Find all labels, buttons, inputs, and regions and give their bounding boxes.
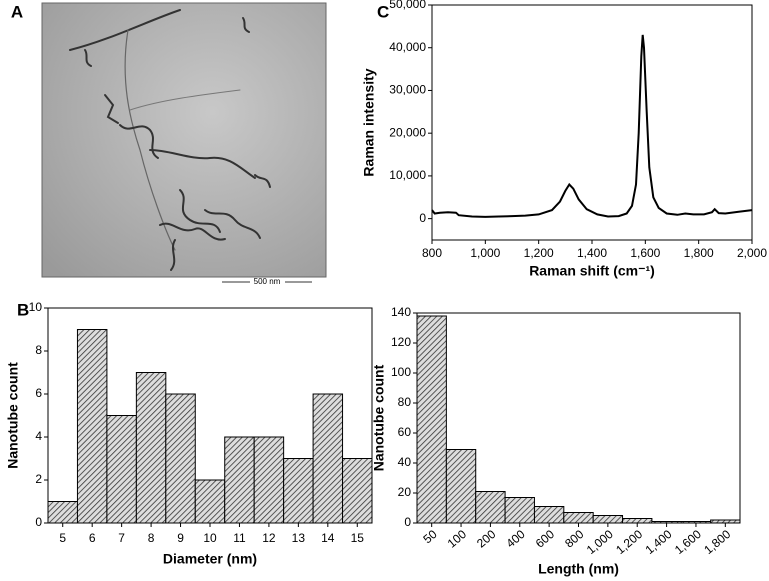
bar — [416, 315, 447, 524]
bar — [194, 479, 226, 524]
x-tick-label: 800 — [562, 527, 587, 551]
x-tick-label: 9 — [177, 531, 184, 545]
x-tick-label: 1,600 — [672, 527, 704, 557]
bar — [224, 436, 255, 524]
bar — [563, 512, 594, 524]
y-tick-label: 20 — [398, 485, 412, 499]
x-axis-label: Raman shift (cm⁻¹) — [529, 263, 655, 279]
y-tick-label: 20,000 — [389, 125, 426, 139]
x-axis-label: Length (nm) — [538, 561, 619, 577]
x-tick-label: 2,000 — [737, 246, 767, 260]
y-tick-label: 10 — [29, 300, 43, 314]
y-tick-label: 0 — [35, 515, 42, 529]
x-tick-label: 14 — [321, 531, 335, 545]
x-tick-label: 11 — [233, 531, 246, 545]
y-tick-label: 120 — [391, 335, 411, 349]
y-tick-label: 40 — [398, 455, 412, 469]
x-tick-label: 5 — [59, 531, 66, 545]
bar — [47, 501, 78, 524]
bar — [283, 458, 314, 524]
x-tick-label: 50 — [420, 527, 439, 547]
y-tick-label: 140 — [391, 305, 411, 319]
bar — [622, 518, 653, 524]
y-tick-label: 100 — [391, 365, 411, 379]
x-tick-label: 200 — [474, 527, 499, 551]
x-tick-label: 1,600 — [630, 246, 660, 260]
x-tick-label: 1,200 — [613, 527, 645, 557]
y-tick-label: 0 — [419, 211, 426, 225]
y-tick-label: 6 — [35, 386, 42, 400]
x-tick-label: 1,400 — [577, 246, 607, 260]
x-tick-label: 1,200 — [524, 246, 554, 260]
x-tick-label: 1,000 — [470, 246, 500, 260]
plot-frame — [431, 4, 753, 241]
x-tick-label: 6 — [89, 531, 96, 545]
y-tick-label: 50,000 — [389, 0, 426, 11]
x-tick-label: 7 — [118, 531, 125, 545]
x-tick-label: 1,800 — [684, 246, 714, 260]
x-tick-label: 1,000 — [584, 527, 616, 557]
y-tick-label: 30,000 — [389, 83, 426, 97]
bar — [76, 329, 108, 524]
scale-bar-label: 500 nm — [254, 277, 281, 286]
x-tick-label: 12 — [262, 531, 276, 545]
y-axis-label: Nanotube count — [371, 364, 387, 471]
x-tick-label: 8 — [148, 531, 155, 545]
x-tick-label: 10 — [203, 531, 217, 545]
panel-label: C — [377, 2, 389, 21]
bar — [680, 521, 712, 524]
bar — [312, 393, 344, 524]
bar — [135, 372, 167, 524]
bar — [504, 497, 535, 524]
x-tick-label: 800 — [422, 246, 442, 260]
bar — [651, 521, 682, 524]
y-tick-label: 2 — [35, 472, 42, 486]
bar — [445, 449, 477, 524]
bar — [165, 393, 196, 524]
x-tick-label: 600 — [533, 527, 558, 551]
x-tick-label: 15 — [351, 531, 365, 545]
panel-label: B — [17, 300, 29, 319]
y-tick-label: 8 — [35, 343, 42, 357]
y-tick-label: 40,000 — [389, 40, 426, 54]
bar — [475, 491, 506, 524]
panel-label: A — [11, 2, 23, 21]
x-tick-label: 100 — [445, 527, 470, 551]
x-tick-label: 1,400 — [643, 527, 675, 557]
y-tick-label: 0 — [404, 515, 411, 529]
bar — [533, 506, 565, 524]
y-tick-label: 4 — [35, 429, 42, 443]
y-axis-label: Nanotube count — [5, 362, 21, 469]
bar — [342, 458, 373, 524]
y-tick-label: 60 — [398, 425, 412, 439]
bar — [106, 415, 137, 524]
x-tick-label: 13 — [292, 531, 306, 545]
spectrum-line — [431, 34, 753, 218]
x-tick-label: 400 — [503, 527, 528, 551]
bar — [253, 436, 285, 524]
y-tick-label: 80 — [398, 395, 412, 409]
x-axis-label: Diameter (nm) — [163, 551, 257, 567]
tem-image: 500 nm A — [11, 2, 327, 286]
y-axis-label: Raman intensity — [361, 68, 377, 176]
x-tick-label: 1,800 — [701, 527, 733, 557]
bar — [710, 519, 741, 524]
bar — [592, 515, 624, 524]
y-tick-label: 10,000 — [389, 168, 426, 182]
